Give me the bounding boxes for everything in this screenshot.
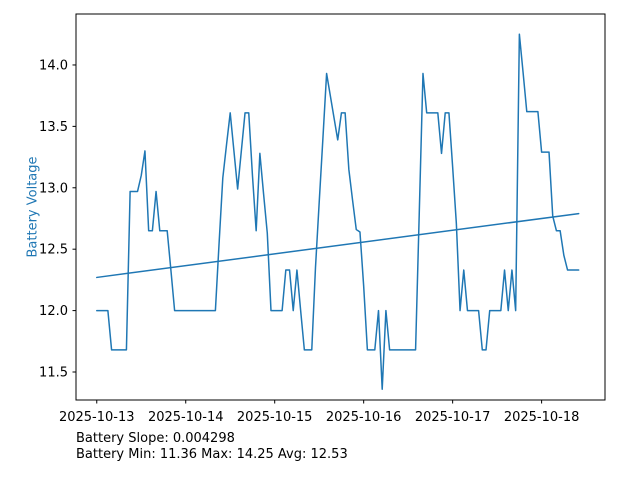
y-tick-label: 12.5 [39, 243, 68, 258]
battery-voltage-line [96, 33, 580, 390]
x-tick-label: 2025-10-13 [59, 410, 135, 425]
y-tick-label: 11.5 [39, 365, 68, 380]
annotation-stats: Battery Min: 11.36 Max: 14.25 Avg: 12.53 [76, 447, 348, 462]
x-tick-label: 2025-10-18 [504, 410, 580, 425]
battery-trend-line [96, 212, 580, 279]
plot-border [75, 13, 606, 401]
x-tick-label: 2025-10-16 [326, 410, 402, 425]
x-tick-label: 2025-10-14 [148, 410, 224, 425]
x-tick-label: 2025-10-15 [237, 410, 313, 425]
y-tick-label: 12.0 [39, 304, 68, 319]
y-tick-label: 13.0 [39, 181, 68, 196]
x-tick-label: 2025-10-17 [415, 410, 491, 425]
annotation-slope: Battery Slope: 0.004298 [76, 431, 235, 446]
y-tick-label: 14.0 [39, 58, 68, 73]
y-tick-label: 13.5 [39, 120, 68, 135]
y-axis-label: Battery Voltage [25, 156, 41, 258]
